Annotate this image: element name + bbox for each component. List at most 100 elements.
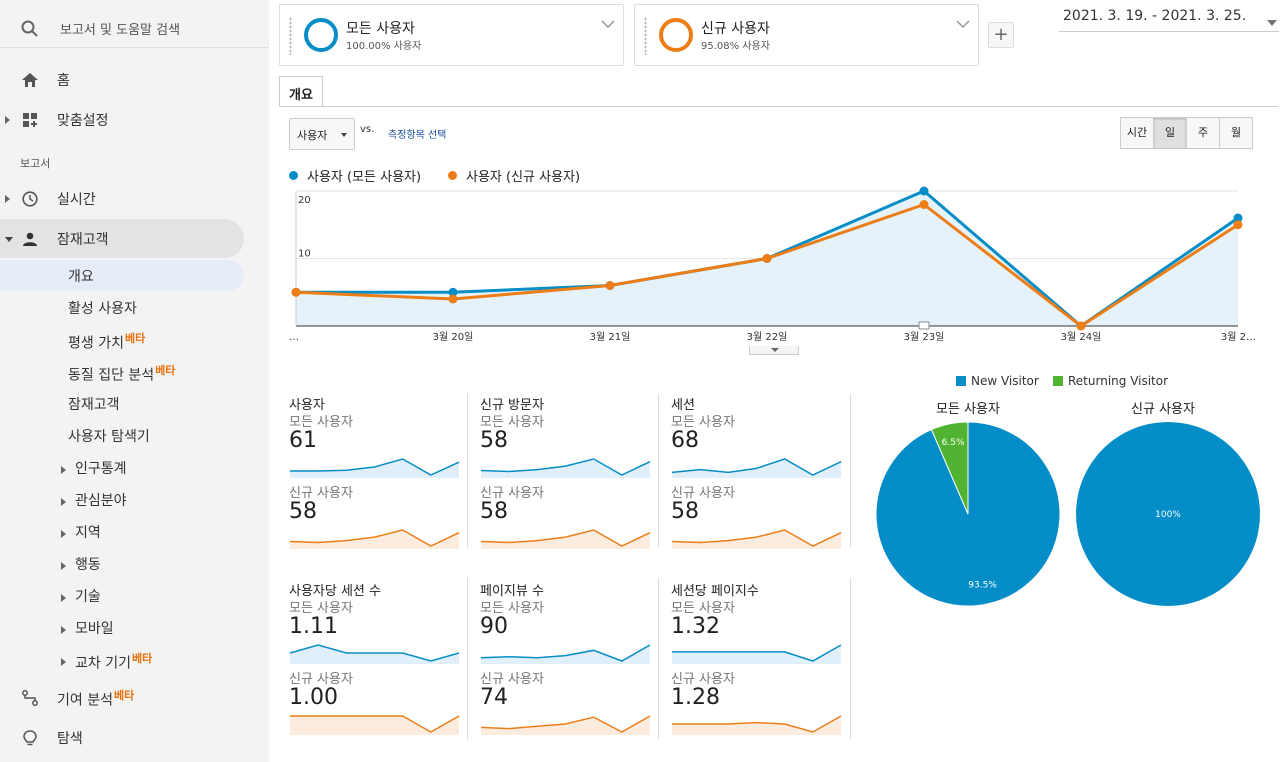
tile-value-all-users: 1.11 — [289, 614, 338, 639]
select-metric-link[interactable]: 측정항목 선택 — [388, 130, 447, 141]
sidebar-item-geo[interactable]: 지역 — [61, 522, 101, 542]
sparkline-area — [481, 530, 650, 549]
sparkline-area — [481, 459, 650, 478]
sidebar-item-audiences[interactable]: 잠재고객 — [68, 397, 120, 413]
expand-arrow-icon — [61, 654, 66, 670]
sidebar-item-active-users[interactable]: 활성 사용자 — [68, 301, 137, 317]
legend-item-new-users: 사용자 (신규 사용자) — [448, 166, 580, 185]
sidebar-item-realtime[interactable]: 실시간 — [0, 187, 269, 211]
sparkline-new-users — [672, 715, 842, 735]
dashboard-icon — [20, 110, 40, 130]
sparkline-new-users — [480, 715, 651, 735]
add-segment-button[interactable]: + — [988, 22, 1014, 48]
pie-title-all-users: 모든 사용자 — [936, 402, 1000, 417]
metric-tile: 세션 모든 사용자 68 신규 사용자 58 — [671, 394, 851, 560]
sidebar-item-customization[interactable]: 맞춤설정 — [0, 108, 269, 132]
tile-value-all-users: 61 — [289, 428, 317, 453]
segment-card-new-users[interactable]: 신규 사용자 95.08% 사용자 — [634, 4, 979, 66]
sparkline-line — [672, 644, 842, 662]
drag-handle[interactable] — [644, 17, 647, 55]
data-point — [605, 281, 615, 290]
tile-value-new-users: 1.00 — [289, 685, 338, 710]
sparkline-all-users — [671, 458, 842, 478]
sidebar-item-demographics[interactable]: 인구통계 — [61, 458, 127, 478]
sidebar-item-behavior[interactable]: 행동 — [61, 554, 101, 574]
tile-segment-label: 모든 사용자 — [671, 601, 735, 616]
sidebar-item-cross-device[interactable]: 교차 기기베타 — [61, 650, 152, 673]
tile-metric-name: 신규 방문자 — [480, 398, 544, 413]
data-point — [1233, 213, 1243, 223]
chart-expand-handle[interactable] — [749, 346, 799, 355]
expand-arrow-icon — [61, 622, 66, 638]
sidebar-item-mobile[interactable]: 모바일 — [61, 618, 114, 638]
pie-slice — [930, 422, 969, 515]
caret-down-icon — [1267, 14, 1277, 30]
expand-arrow-icon — [61, 558, 66, 574]
segment-ring-icon — [659, 18, 693, 52]
search-bar[interactable]: 보고서 및 도움말 검색 — [0, 10, 269, 48]
line-chart: 10 20 … 3월 20일 3월 21일 3월 22일 3월 23일 3월 24일 3월 2… — [289, 186, 1256, 343]
data-point — [291, 287, 301, 297]
metric-select[interactable]: 사용자 — [289, 118, 355, 150]
legend-swatch — [1053, 376, 1063, 386]
time-button-hour[interactable]: 시간 — [1120, 117, 1154, 149]
sidebar-item-label: 잠재고객 — [57, 232, 109, 248]
tile-divider — [658, 578, 659, 740]
sparkline-area — [290, 459, 459, 478]
sparkline-all-users — [672, 644, 842, 664]
sparkline-line — [290, 458, 460, 476]
sparkline-line — [290, 715, 460, 733]
time-button-month[interactable]: 월 — [1219, 117, 1253, 149]
x-tick-label: 3월 21일 — [590, 331, 631, 343]
sidebar-item-label: 실시간 — [57, 192, 96, 208]
sidebar-item-interests[interactable]: 관심분야 — [61, 490, 127, 510]
tile-metric-name: 사용자당 세션 수 — [289, 584, 381, 599]
sidebar-item-home[interactable]: 홈 — [0, 68, 269, 92]
metric-tile: 신규 방문자 모든 사용자 58 신규 사용자 58 — [480, 394, 660, 560]
tile-divider — [467, 394, 468, 548]
search-icon — [20, 19, 40, 39]
attribution-icon — [20, 688, 40, 708]
sidebar-item-overview[interactable]: 개요 — [68, 269, 94, 285]
sidebar-item-attribution[interactable]: 기여 분석베타 — [0, 686, 269, 710]
data-point — [448, 294, 458, 304]
y-tick-label: 10 — [298, 249, 311, 260]
sparkline-line — [671, 529, 842, 547]
legend-swatch — [956, 376, 966, 386]
legend-label: 사용자 (모든 사용자) — [307, 170, 422, 185]
expand-arrow-icon — [61, 590, 66, 606]
drag-handle[interactable] — [289, 17, 292, 55]
segment-card-all-users[interactable]: 모든 사용자 100.00% 사용자 — [279, 4, 624, 66]
sidebar-item-label: 관심분야 — [75, 493, 127, 509]
tile-metric-name: 페이지뷰 수 — [480, 584, 544, 599]
pie-chart-all-users: 93.5% 6.5% — [876, 422, 1060, 606]
legend-dot — [289, 171, 298, 180]
data-point — [919, 200, 929, 209]
time-button-week[interactable]: 주 — [1186, 117, 1220, 149]
chevron-down-icon[interactable] — [956, 13, 970, 32]
sparkline-new-users — [290, 715, 460, 735]
segment-percentage: 95.08% 사용자 — [701, 41, 770, 52]
time-button-day[interactable]: 일 — [1153, 117, 1187, 149]
data-point — [1233, 220, 1243, 230]
sidebar-item-technology[interactable]: 기술 — [61, 586, 101, 606]
metric-tile: 사용자 모든 사용자 61 신규 사용자 58 — [289, 394, 469, 560]
sparkline-area — [290, 530, 459, 549]
sidebar-item-lifetime-value[interactable]: 평생 가치베타 — [68, 330, 145, 353]
tile-segment-label: 모든 사용자 — [480, 601, 544, 616]
sidebar-item-user-explorer[interactable]: 사용자 탐색기 — [68, 429, 150, 445]
pie-chart-new-users: 100% — [1076, 422, 1260, 606]
sidebar-item-overview-highlight — [0, 260, 244, 291]
data-point — [1076, 321, 1086, 331]
x-tick-label: 3월 22일 — [747, 331, 788, 343]
sidebar: 보고서 및 도움말 검색 홈 맞춤설정 보고서 실시간 잠재고객 개요 활성 사… — [0, 0, 269, 762]
sidebar-item-discover[interactable]: 탐색 — [0, 726, 269, 750]
tab-overview[interactable]: 개요 — [279, 76, 323, 107]
sidebar-item-cohort[interactable]: 동질 집단 분석베타 — [68, 362, 175, 385]
legend-item-all-users: 사용자 (모든 사용자) — [289, 166, 421, 185]
chevron-down-icon[interactable] — [601, 13, 615, 32]
date-range-picker[interactable]: 2021. 3. 19. - 2021. 3. 25. — [1059, 6, 1279, 32]
sidebar-item-audience[interactable]: 잠재고객 — [0, 227, 244, 251]
tile-value-all-users: 68 — [671, 428, 699, 453]
beta-badge: 베타 — [113, 688, 135, 702]
